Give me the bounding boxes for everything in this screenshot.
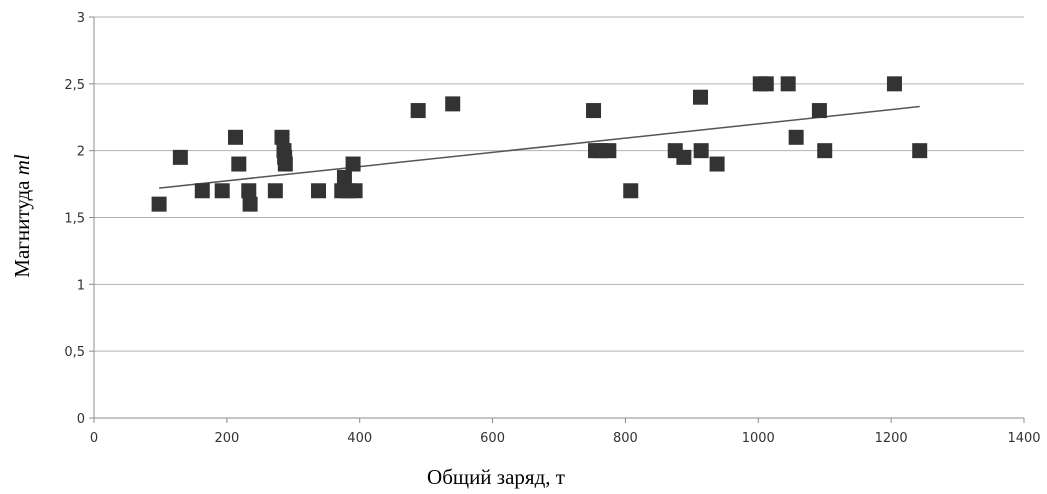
y-axis-title-italic: ml — [10, 154, 34, 175]
data-point-18 — [347, 183, 363, 199]
data-point-9 — [274, 129, 290, 145]
data-point-36 — [817, 143, 833, 159]
data-point-3 — [214, 183, 230, 199]
x-tick-label-3: 600 — [480, 431, 505, 446]
axes — [89, 16, 1025, 423]
data-point-28 — [692, 89, 708, 105]
data-point-27 — [676, 149, 692, 165]
data-point-24 — [601, 143, 617, 159]
x-tick-label-7: 1400 — [1007, 431, 1040, 446]
data-point-34 — [788, 129, 804, 145]
data-point-15 — [336, 169, 352, 185]
data-point-33 — [780, 76, 796, 92]
data-point-32 — [758, 76, 774, 92]
x-tick-label-5: 1000 — [742, 431, 775, 446]
x-tick-label-6: 1200 — [875, 431, 908, 446]
data-point-12 — [277, 156, 293, 172]
data-point-6 — [241, 183, 257, 199]
data-point-37 — [886, 76, 902, 92]
data-point-25 — [623, 183, 639, 199]
y-tick-label-4: 2 — [77, 145, 85, 160]
y-tick-label-3: 1,5 — [64, 212, 85, 227]
data-point-4 — [227, 129, 243, 145]
trendline — [159, 105, 920, 189]
data-point-38 — [912, 143, 928, 159]
x-tick-label-2: 400 — [347, 431, 372, 446]
y-tick-label-5: 2,5 — [64, 78, 85, 93]
y-tick-label-2: 1 — [77, 278, 85, 293]
y-tick-label-6: 3 — [77, 11, 85, 26]
data-point-13 — [311, 183, 327, 199]
data-point-0 — [151, 196, 167, 212]
data-point-29 — [693, 143, 709, 159]
x-axis-title: Общий заряд, т — [427, 465, 565, 489]
data-point-17 — [345, 156, 361, 172]
data-point-5 — [231, 156, 247, 172]
data-point-2 — [194, 183, 210, 199]
x-tick-label-4: 800 — [613, 431, 638, 446]
tick-labels: 0 0,5 1 1,5 2 2,5 3 0 200 400 600 800 1000 1200 1400 — [64, 11, 1040, 446]
data-point-19 — [410, 103, 426, 119]
x-tick-label-0: 0 — [90, 431, 98, 446]
trendline-layer — [159, 105, 920, 189]
x-tick-label-1: 200 — [214, 431, 239, 446]
data-point-30 — [709, 156, 725, 172]
data-points — [151, 76, 928, 212]
y-tick-label-1: 0,5 — [64, 345, 85, 360]
grid-lines — [94, 16, 1024, 352]
data-point-21 — [586, 103, 602, 119]
data-point-8 — [267, 183, 283, 199]
data-point-20 — [445, 96, 461, 112]
y-tick-label-0: 0 — [77, 412, 85, 427]
data-point-35 — [811, 103, 827, 119]
y-axis-title-main: Магнитуда — [10, 175, 34, 277]
data-point-1 — [172, 149, 188, 165]
y-axis-title: Магнитуда ml — [10, 154, 34, 278]
data-point-7 — [242, 196, 258, 212]
